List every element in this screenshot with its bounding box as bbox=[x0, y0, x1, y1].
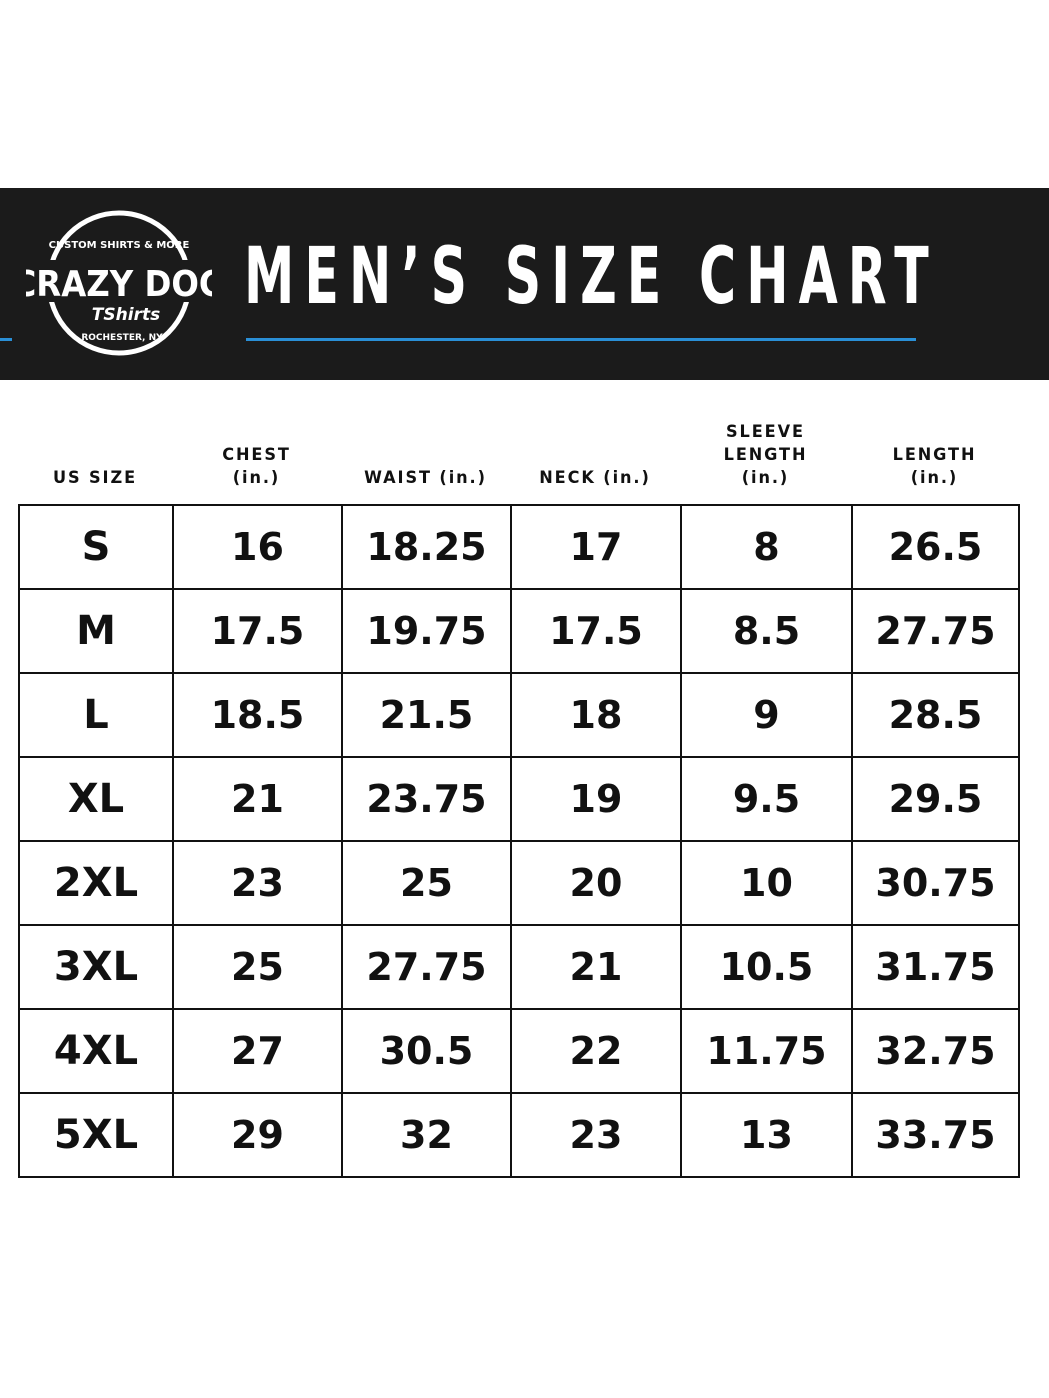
measurement-cell: 25 bbox=[172, 924, 343, 1010]
measurement-cell: 29.5 bbox=[851, 756, 1020, 842]
measurement-cell: 21 bbox=[510, 924, 682, 1010]
measurement-cell: 17.5 bbox=[510, 588, 682, 674]
measurement-cell: 25 bbox=[341, 840, 512, 926]
header-line: WAIST (in.) bbox=[364, 468, 487, 488]
column-header: CHEST (in.) bbox=[176, 421, 337, 490]
header-line: LENGTH bbox=[723, 445, 808, 465]
measurement-cell: 18.5 bbox=[172, 672, 343, 758]
header-line bbox=[855, 421, 1014, 444]
crazy-dog-logo: CUSTOM SHIRTS & MORE CRAZY DOG TShirts R… bbox=[26, 210, 212, 356]
header-line: CHEST bbox=[222, 445, 291, 465]
measurement-cell: 27.75 bbox=[851, 588, 1020, 674]
measurement-cell: 27 bbox=[172, 1008, 343, 1094]
header-banner: CUSTOM SHIRTS & MORE CRAZY DOG TShirts R… bbox=[0, 188, 1049, 380]
header-line bbox=[514, 421, 676, 444]
measurement-cell: 22 bbox=[510, 1008, 682, 1094]
header-line: (in.) bbox=[741, 468, 790, 488]
column-header: LENGTH (in.) bbox=[855, 421, 1014, 490]
header-line bbox=[22, 444, 168, 467]
size-cell: L bbox=[18, 672, 174, 758]
table-row: XL 21 23.75 19 9.5 29.5 bbox=[18, 756, 1020, 842]
measurement-cell: 17.5 bbox=[172, 588, 343, 674]
table-row: S 16 18.25 17 8 26.5 bbox=[18, 504, 1020, 590]
measurement-cell: 23 bbox=[172, 840, 343, 926]
size-cell: M bbox=[18, 588, 174, 674]
table-row: 5XL 29 32 23 13 33.75 bbox=[18, 1092, 1020, 1178]
header-line bbox=[345, 421, 506, 444]
header-line: SLEEVE bbox=[726, 422, 805, 442]
measurement-cell: 21.5 bbox=[341, 672, 512, 758]
accent-line bbox=[246, 338, 916, 341]
table-row: M 17.5 19.75 17.5 8.5 27.75 bbox=[18, 588, 1020, 674]
measurement-cell: 18 bbox=[510, 672, 682, 758]
measurement-cell: 19 bbox=[510, 756, 682, 842]
table-row: 3XL 25 27.75 21 10.5 31.75 bbox=[18, 924, 1020, 1010]
measurement-cell: 32.75 bbox=[851, 1008, 1020, 1094]
size-cell: 2XL bbox=[18, 840, 174, 926]
measurement-cell: 26.5 bbox=[851, 504, 1020, 590]
measurement-cell: 17 bbox=[510, 504, 682, 590]
header-line: LENGTH bbox=[892, 445, 977, 465]
measurement-cell: 10 bbox=[680, 840, 853, 926]
measurement-cell: 16 bbox=[172, 504, 343, 590]
svg-text:TShirts: TShirts bbox=[92, 305, 160, 325]
measurement-cell: 33.75 bbox=[851, 1092, 1020, 1178]
column-header: WAIST (in.) bbox=[345, 421, 506, 490]
table-row: 2XL 23 25 20 10 30.75 bbox=[18, 840, 1020, 926]
measurement-cell: 19.75 bbox=[341, 588, 512, 674]
measurement-cell: 27.75 bbox=[341, 924, 512, 1010]
table-row: 4XL 27 30.5 22 11.75 32.75 bbox=[18, 1008, 1020, 1094]
header-line: (in.) bbox=[910, 468, 959, 488]
column-header: US SIZE bbox=[22, 421, 168, 490]
column-header: SLEEVE LENGTH (in.) bbox=[684, 421, 846, 490]
header-line: US SIZE bbox=[52, 468, 138, 488]
measurement-cell: 9 bbox=[680, 672, 853, 758]
header-line bbox=[345, 444, 506, 467]
header-line: NECK (in.) bbox=[539, 468, 651, 488]
measurement-cell: 13 bbox=[680, 1092, 853, 1178]
measurement-cell: 10.5 bbox=[680, 924, 853, 1010]
size-cell: 4XL bbox=[18, 1008, 174, 1094]
size-table: S 16 18.25 17 8 26.5 M 17.5 19.75 17.5 8.5 27.75 L 18… bbox=[18, 504, 1020, 1178]
header-line bbox=[176, 421, 337, 444]
header-line bbox=[22, 421, 168, 444]
measurement-cell: 30.75 bbox=[851, 840, 1020, 926]
measurement-cell: 8.5 bbox=[680, 588, 853, 674]
measurement-cell: 21 bbox=[172, 756, 343, 842]
size-cell: XL bbox=[18, 756, 174, 842]
measurement-cell: 8 bbox=[680, 504, 853, 590]
measurement-cell: 30.5 bbox=[341, 1008, 512, 1094]
header-line: (in.) bbox=[232, 468, 281, 488]
measurement-cell: 11.75 bbox=[680, 1008, 853, 1094]
measurement-cell: 20 bbox=[510, 840, 682, 926]
accent-line bbox=[0, 338, 12, 341]
svg-text:CRAZY DOG: CRAZY DOG bbox=[26, 263, 212, 305]
column-header: NECK (in.) bbox=[514, 421, 676, 490]
size-cell: 5XL bbox=[18, 1092, 174, 1178]
measurement-cell: 18.25 bbox=[341, 504, 512, 590]
measurement-cell: 23.75 bbox=[341, 756, 512, 842]
table-row: L 18.5 21.5 18 9 28.5 bbox=[18, 672, 1020, 758]
measurement-cell: 31.75 bbox=[851, 924, 1020, 1010]
measurement-cell: 23 bbox=[510, 1092, 682, 1178]
header-line bbox=[514, 444, 676, 467]
measurement-cell: 28.5 bbox=[851, 672, 1020, 758]
measurement-cell: 9.5 bbox=[680, 756, 853, 842]
measurement-cell: 32 bbox=[341, 1092, 512, 1178]
svg-text:ROCHESTER, NY: ROCHESTER, NY bbox=[81, 333, 163, 343]
page-title: MEN’S SIZE CHART bbox=[244, 232, 939, 322]
measurement-cell: 29 bbox=[172, 1092, 343, 1178]
svg-text:CUSTOM SHIRTS & MORE: CUSTOM SHIRTS & MORE bbox=[49, 240, 190, 251]
size-cell: S bbox=[18, 504, 174, 590]
size-cell: 3XL bbox=[18, 924, 174, 1010]
